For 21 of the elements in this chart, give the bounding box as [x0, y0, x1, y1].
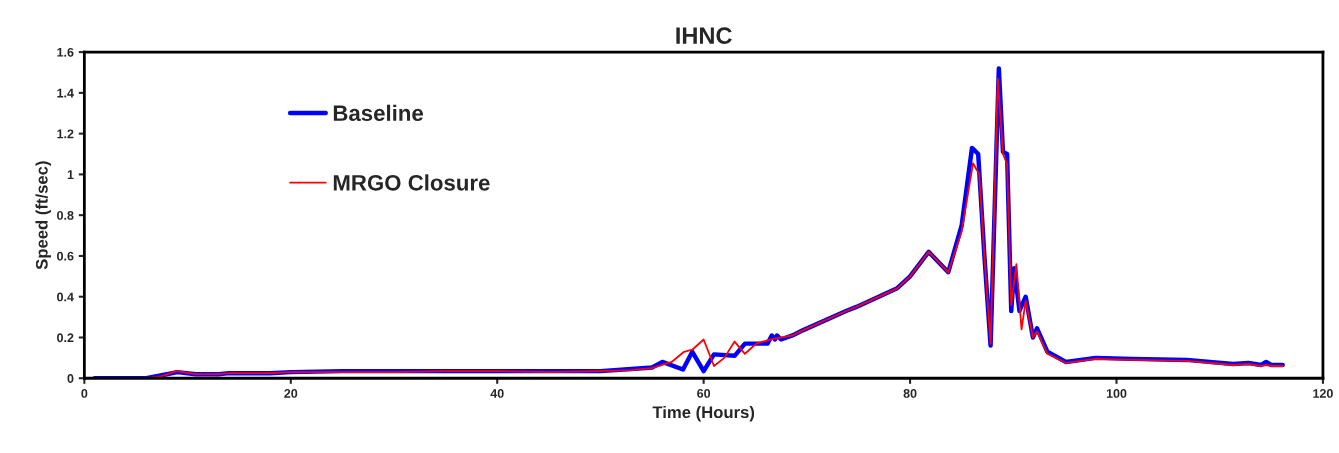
legend-label: Baseline: [333, 104, 424, 122]
x-tick-label: 20: [284, 389, 298, 398]
x-tick-label: 0: [81, 389, 88, 398]
y-tick-label: 1: [67, 170, 74, 179]
y-tick-label: 0: [67, 374, 74, 383]
x-tick-label: 40: [490, 389, 504, 398]
y-tick-label: 0.4: [57, 292, 74, 302]
y-tick-label: 0.6: [57, 251, 74, 261]
x-tick-label: 60: [697, 389, 711, 398]
y-tick-label: 0.2: [57, 333, 74, 343]
x-tick-label: 120: [1313, 389, 1333, 398]
y-tick-label: 0.8: [57, 210, 74, 220]
chart-title: IHNC: [676, 27, 732, 44]
x-axis-title: Time (Hours): [652, 405, 755, 422]
y-tick-label: 1.6: [57, 47, 74, 57]
y-tick-label: 1.2: [57, 129, 74, 139]
x-tick-label: 100: [1106, 389, 1127, 398]
legend-label: MRGO Closure: [333, 174, 490, 191]
y-tick-label: 1.4: [57, 88, 74, 98]
y-axis-title: Speed (ft/sec): [35, 161, 52, 270]
x-tick-label: 80: [903, 389, 917, 398]
